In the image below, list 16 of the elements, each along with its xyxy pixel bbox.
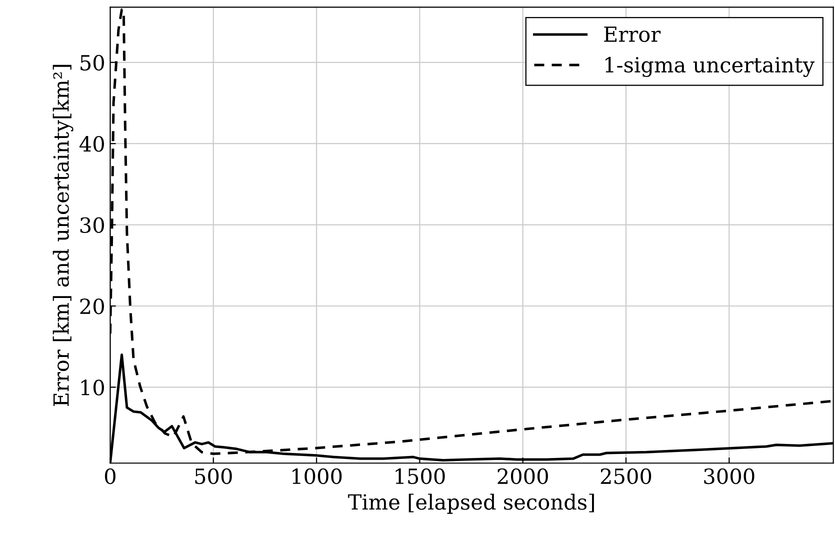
y-tick-label: 30 [80, 217, 104, 234]
x-tick-label: 1500 [396, 468, 445, 484]
y-tick-label: 40 [79, 136, 104, 152]
y-tick-label: 10 [81, 380, 104, 396]
y-axis-title: Error [km] and uncertainty[km²] [52, 64, 74, 406]
x-tick-label: 2000 [498, 468, 548, 484]
x-tick-label: 3000 [704, 468, 754, 484]
legend-label: 1-sigma uncertainty [606, 56, 815, 77]
x-axis-title: Time [elapsed seconds] [348, 494, 594, 514]
y-tick-label: 20 [80, 298, 104, 314]
y-tick-label: 50 [80, 54, 104, 71]
legend-label: Error [604, 26, 661, 42]
x-tick-label: 1000 [292, 468, 342, 484]
x-tick-label: 0 [104, 468, 116, 484]
x-tick-label: 2500 [600, 468, 652, 484]
x-tick-label: 500 [195, 468, 232, 484]
